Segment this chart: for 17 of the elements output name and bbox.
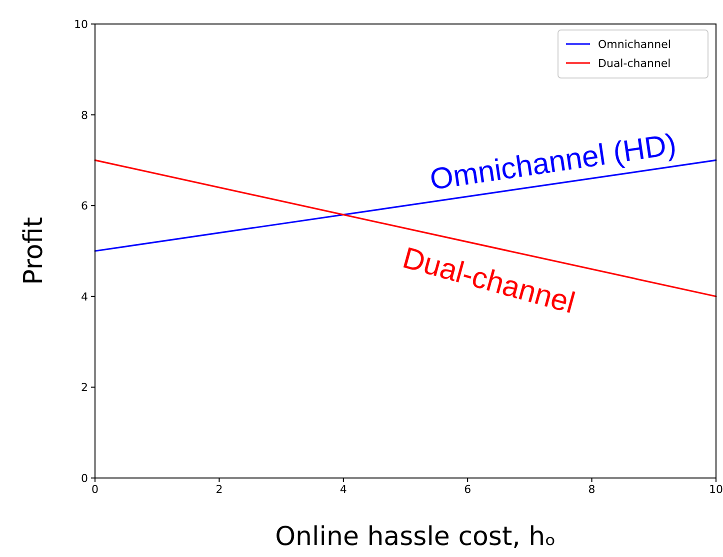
y-tick-label: 0 (81, 472, 88, 485)
x-tick-label: 0 (92, 483, 98, 496)
x-tick-label: 6 (464, 483, 472, 496)
legend-label: Dual-channel (598, 57, 671, 70)
y-axis-title: Profit (19, 217, 49, 285)
y-tick-label: 6 (81, 200, 88, 213)
y-tick-label: 2 (81, 381, 88, 394)
y-tick-label: 10 (74, 18, 88, 31)
legend-label: Omnichannel (598, 38, 671, 51)
x-axis-title: Online hassle cost, hₒ (275, 522, 556, 552)
x-tick-label: 10 (709, 483, 723, 496)
x-tick-label: 4 (340, 483, 347, 496)
x-tick-label: 8 (588, 483, 596, 496)
y-tick-label: 4 (81, 290, 88, 304)
x-tick-label: 2 (216, 483, 223, 496)
y-tick-label: 8 (81, 108, 88, 122)
annotation: Omnichannel (HD) (428, 128, 678, 197)
